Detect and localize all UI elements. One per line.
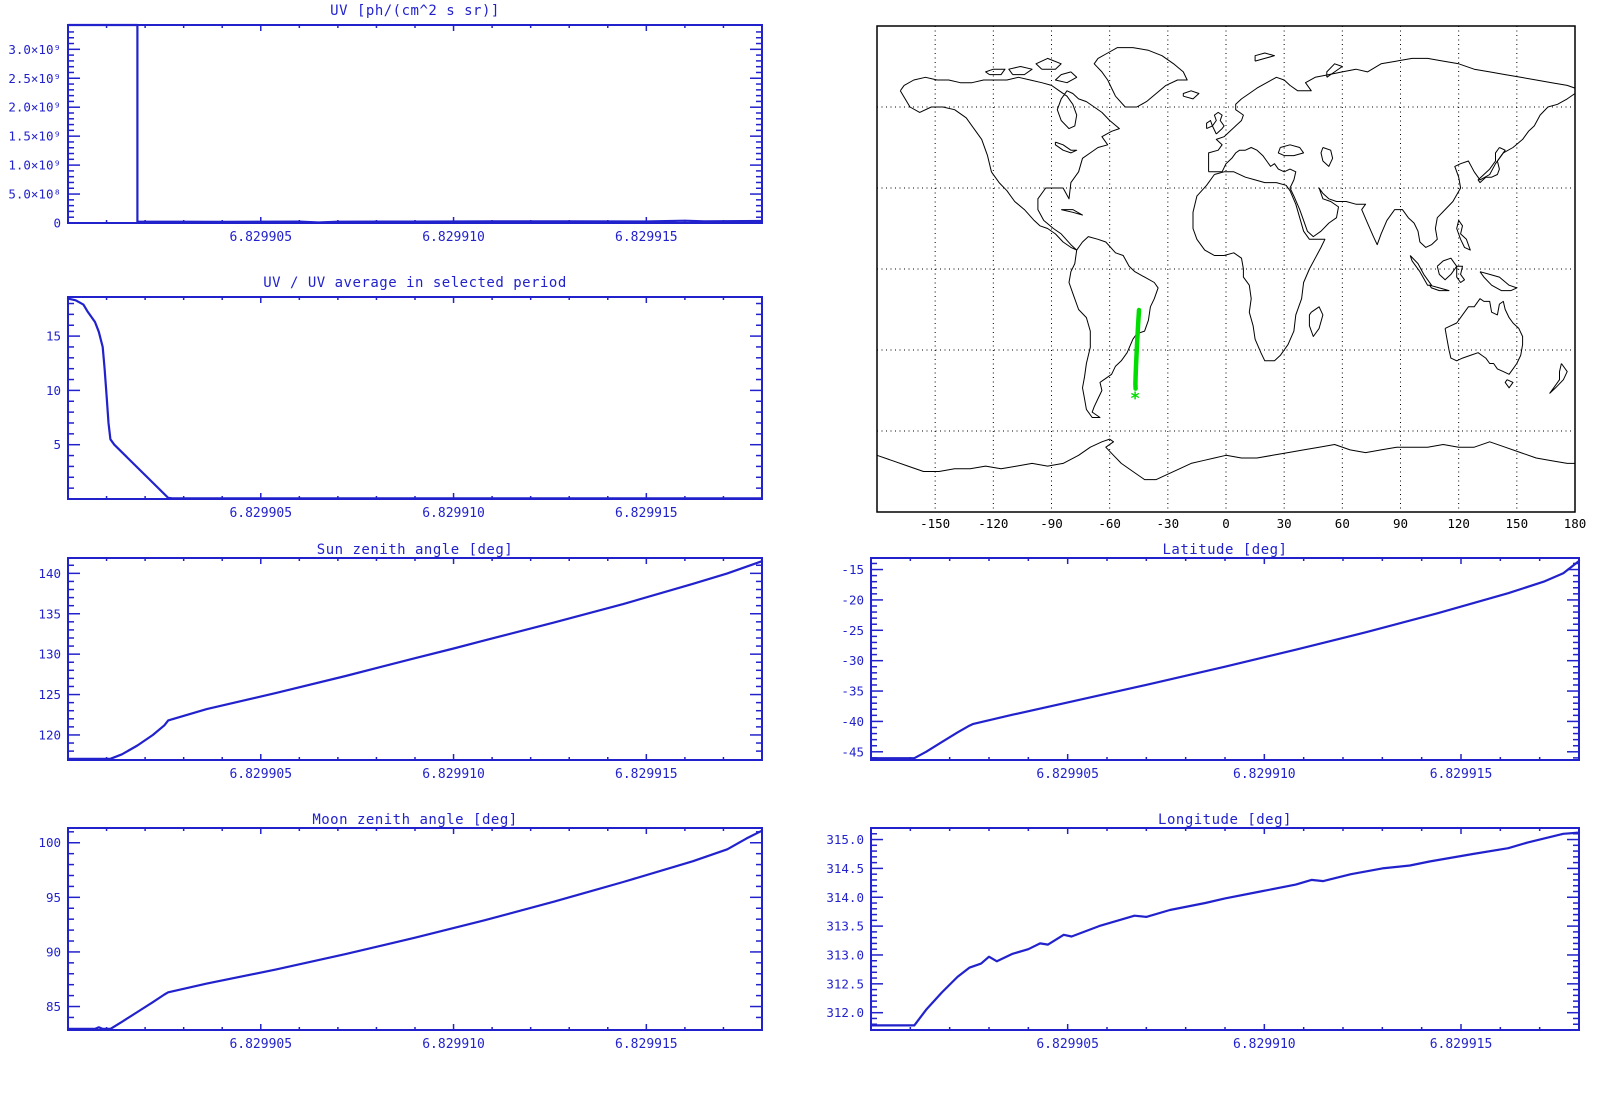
svg-text:140: 140 <box>38 566 61 581</box>
svg-text:6.829905: 6.829905 <box>229 230 292 245</box>
svg-text:135: 135 <box>38 606 61 621</box>
svg-text:5: 5 <box>53 437 61 452</box>
svg-text:85: 85 <box>46 999 61 1014</box>
latitude-plot-title: Latitude [deg] <box>1162 542 1288 558</box>
svg-text:5.0×10⁸: 5.0×10⁸ <box>8 187 61 202</box>
svg-text:120: 120 <box>1447 516 1470 531</box>
svg-text:0: 0 <box>1222 516 1230 531</box>
svg-text:6.829905: 6.829905 <box>1036 767 1099 782</box>
svg-text:6.829905: 6.829905 <box>229 506 292 521</box>
satellite-ground-track: * <box>1130 307 1142 409</box>
svg-text:120: 120 <box>38 727 61 742</box>
svg-text:6.829910: 6.829910 <box>422 230 485 245</box>
svg-text:125: 125 <box>38 687 61 702</box>
svg-text:100: 100 <box>38 835 61 850</box>
svg-text:6.829915: 6.829915 <box>615 767 678 782</box>
svg-text:6.829910: 6.829910 <box>422 506 485 521</box>
sun-zenith-plot-title: Sun zenith angle [deg] <box>316 542 514 558</box>
svg-text:-90: -90 <box>1040 516 1063 531</box>
svg-text:-40: -40 <box>841 714 864 729</box>
svg-text:6.829910: 6.829910 <box>1233 1037 1296 1052</box>
svg-text:90: 90 <box>1393 516 1408 531</box>
svg-text:2.5×10⁹: 2.5×10⁹ <box>8 71 61 86</box>
svg-text:-20: -20 <box>841 592 864 607</box>
svg-text:6.829915: 6.829915 <box>615 1037 678 1052</box>
longitude-chart-canvas: 6.829905 6.829910 6.829915 312.0 312.5 313.0 3… <box>826 827 1581 1052</box>
uv-chart-canvas: 6.829905 6.829910 6.829915 0 5.0×10⁸ 1.0×10⁹ 1… <box>8 23 764 245</box>
svg-text:-25: -25 <box>841 623 864 638</box>
svg-text:130: 130 <box>38 647 61 662</box>
svg-text:312.0: 312.0 <box>826 1005 864 1020</box>
svg-text:-120: -120 <box>978 516 1008 531</box>
svg-text:180: 180 <box>1564 516 1587 531</box>
svg-text:2.0×10⁹: 2.0×10⁹ <box>8 100 61 115</box>
svg-text:313.0: 313.0 <box>826 947 864 962</box>
svg-text:-60: -60 <box>1098 516 1121 531</box>
svg-text:6.829915: 6.829915 <box>1430 1037 1493 1052</box>
svg-text:1.5×10⁹: 1.5×10⁹ <box>8 129 61 144</box>
svg-text:315.0: 315.0 <box>826 832 864 847</box>
latitude-chart-canvas: 6.829905 6.829910 6.829915 -45 -40 -35 -30 -25 -… <box>841 557 1581 782</box>
svg-text:-30: -30 <box>841 653 864 668</box>
sun-zenith-chart-canvas: 6.829905 6.829910 6.829915 120 125 130 135 140 <box>38 557 764 782</box>
svg-text:6.829915: 6.829915 <box>1430 767 1493 782</box>
svg-text:6.829910: 6.829910 <box>422 767 485 782</box>
svg-text:95: 95 <box>46 890 61 905</box>
moon-zenith-plot-title: Moon zenith angle [deg] <box>312 812 518 828</box>
svg-text:10: 10 <box>46 383 61 398</box>
svg-text:314.5: 314.5 <box>826 861 864 876</box>
svg-text:60: 60 <box>1335 516 1350 531</box>
svg-text:313.5: 313.5 <box>826 919 864 934</box>
svg-text:-15: -15 <box>841 562 864 577</box>
svg-text:90: 90 <box>46 944 61 959</box>
svg-text:0: 0 <box>53 216 61 231</box>
uv-ratio-chart-canvas: 6.829905 6.829910 6.829915 5 10 15 <box>46 296 764 521</box>
svg-text:6.829905: 6.829905 <box>229 1037 292 1052</box>
svg-text:1.0×10⁹: 1.0×10⁹ <box>8 158 61 173</box>
svg-text:6.829905: 6.829905 <box>229 767 292 782</box>
svg-text:-30: -30 <box>1157 516 1180 531</box>
uv-ratio-plot-title: UV / UV average in selected period <box>263 275 567 291</box>
world-map-canvas: -150 -120 -90 -60 -30 0 30 60 90 120 150 180 * <box>876 25 1587 531</box>
svg-text:6.829915: 6.829915 <box>615 506 678 521</box>
uv-plot-title: UV [ph/(cm^2 s sr)] <box>330 3 500 19</box>
svg-text:312.5: 312.5 <box>826 976 864 991</box>
svg-text:-35: -35 <box>841 684 864 699</box>
svg-text:-150: -150 <box>920 516 950 531</box>
svg-text:30: 30 <box>1277 516 1292 531</box>
longitude-plot-title: Longitude [deg] <box>1158 812 1292 828</box>
svg-text:-45: -45 <box>841 744 864 759</box>
svg-text:6.829910: 6.829910 <box>422 1037 485 1052</box>
track-start-marker: * <box>1130 389 1140 409</box>
svg-text:314.0: 314.0 <box>826 890 864 905</box>
svg-text:6.829910: 6.829910 <box>1233 767 1296 782</box>
svg-text:3.0×10⁹: 3.0×10⁹ <box>8 42 61 57</box>
svg-text:6.829915: 6.829915 <box>615 230 678 245</box>
svg-text:6.829905: 6.829905 <box>1036 1037 1099 1052</box>
svg-text:150: 150 <box>1506 516 1529 531</box>
moon-zenith-chart-canvas: 6.829905 6.829910 6.829915 85 90 95 100 <box>38 827 764 1052</box>
svg-text:15: 15 <box>46 329 61 344</box>
